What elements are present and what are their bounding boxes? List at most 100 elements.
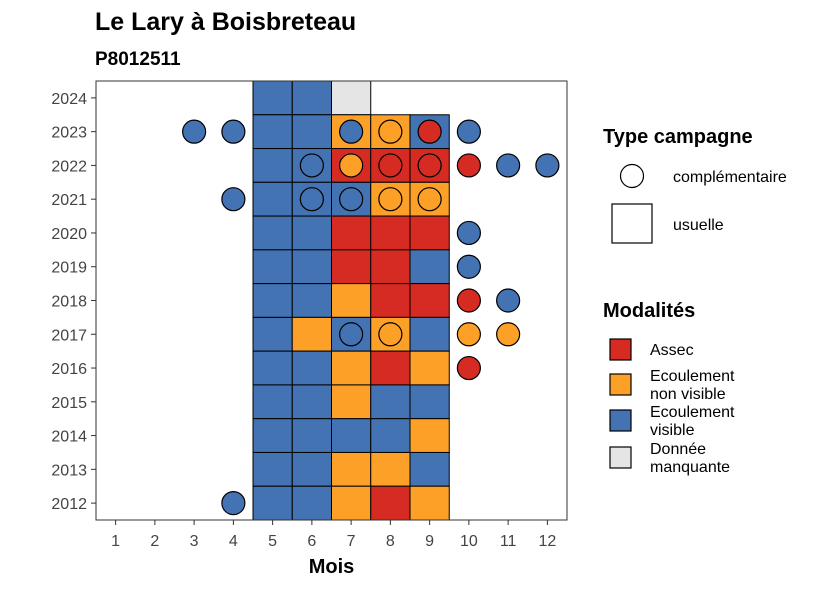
x-tick-label: 12	[538, 533, 556, 550]
tile-2015-5	[252, 384, 293, 420]
point-2022-9	[417, 153, 442, 178]
point-2022-8	[378, 153, 403, 178]
point-2021-9	[417, 187, 442, 212]
legend-label-3: Donnée manquante	[650, 441, 730, 476]
y-tick-label: 2012	[51, 496, 87, 513]
point-2021-8	[378, 187, 403, 212]
point-2023-9	[417, 119, 442, 144]
legend-key-3	[609, 446, 632, 469]
point-2023-10	[456, 119, 481, 144]
tile-2020-9	[409, 215, 450, 251]
x-tick-label: 3	[190, 533, 199, 550]
point-2023-8	[378, 119, 403, 144]
x-tick-label: 10	[460, 533, 478, 550]
legend-key-2	[609, 409, 632, 432]
point-2021-7	[339, 187, 364, 212]
y-tick-label: 2024	[51, 91, 87, 108]
tile-layer	[252, 80, 450, 521]
tile-2019-5	[252, 249, 293, 285]
point-2023-3	[182, 119, 207, 144]
tile-2018-5	[252, 283, 293, 318]
point-2023-7	[339, 119, 364, 144]
tile-2020-8	[370, 215, 411, 251]
point-2021-6	[299, 187, 324, 212]
y-tick-label: 2013	[51, 462, 87, 479]
tile-2016-8	[370, 350, 411, 386]
tile-2015-9	[409, 384, 450, 420]
x-tick-label: 2	[150, 533, 159, 550]
tile-2016-5	[252, 350, 293, 386]
tile-2022-5	[252, 148, 293, 183]
tile-2018-9	[409, 283, 450, 318]
tile-2019-6	[291, 249, 332, 285]
y-tick-label: 2015	[51, 395, 87, 412]
point-2022-11	[496, 153, 521, 178]
tile-2019-9	[409, 249, 450, 285]
x-tick-label: 7	[347, 533, 356, 550]
legend-label-2: Ecoulement visible	[650, 404, 735, 439]
x-tick-label: 6	[307, 533, 316, 550]
tile-2014-9	[409, 418, 450, 453]
tile-2012-8	[370, 485, 411, 521]
legend-label-usuelle: usuelle	[673, 217, 724, 234]
x-tick-label: 9	[425, 533, 434, 550]
point-2018-10	[456, 288, 481, 313]
legend-modalites-title: Modalités	[603, 300, 695, 322]
tile-2014-5	[252, 418, 293, 453]
tile-2015-6	[291, 384, 332, 420]
tile-2024-7	[331, 80, 372, 116]
tile-2014-8	[370, 418, 411, 453]
tile-2015-8	[370, 384, 411, 420]
tile-2016-7	[331, 350, 372, 386]
tile-2017-5	[252, 316, 293, 352]
point-2018-11	[496, 288, 521, 313]
tile-2023-6	[291, 114, 332, 150]
x-axis: 1 2 3 4 5 6 7 8 9 10 11 12	[111, 520, 556, 550]
y-tick-label: 2018	[51, 294, 87, 311]
legend-label-0: Assec	[650, 342, 694, 359]
legend-key-circle	[619, 163, 645, 189]
tile-2024-6	[291, 80, 332, 116]
tile-2017-9	[409, 316, 450, 352]
x-tick-label: 8	[386, 533, 395, 550]
tile-2014-6	[291, 418, 332, 453]
y-tick-label: 2022	[51, 158, 87, 175]
tile-2023-5	[252, 114, 293, 150]
tile-2020-5	[252, 215, 293, 251]
point-2017-11	[496, 322, 521, 347]
tile-2015-7	[331, 384, 372, 420]
legend-key-1	[609, 373, 632, 396]
x-tick-label: 1	[111, 533, 120, 550]
tile-2020-6	[291, 215, 332, 251]
y-tick-label: 2020	[51, 226, 87, 243]
legend-key-0	[609, 338, 632, 361]
x-axis-title: Mois	[309, 556, 355, 578]
chart-subtitle: P8012511	[95, 49, 181, 70]
tile-2019-7	[331, 249, 372, 285]
point-2023-4	[221, 119, 246, 144]
tile-2013-9	[409, 451, 450, 487]
tile-2018-8	[370, 283, 411, 318]
point-layer	[182, 119, 560, 516]
point-2022-10	[456, 153, 481, 178]
y-tick-label: 2023	[51, 125, 87, 142]
tile-2018-7	[331, 283, 372, 318]
tile-2012-7	[331, 485, 372, 521]
tile-2021-5	[252, 181, 293, 217]
tile-2018-6	[291, 283, 332, 318]
chart-title: Le Lary à Boisbreteau	[95, 8, 356, 36]
point-2017-7	[339, 322, 364, 347]
tile-2020-7	[331, 215, 372, 251]
legend-modalites: Modalités Assec Ecoulement non visibleEcoul…	[603, 300, 735, 476]
x-tick-label: 4	[229, 533, 238, 550]
point-2017-8	[378, 322, 403, 347]
point-2020-10	[456, 220, 481, 246]
tile-2013-6	[291, 451, 332, 487]
tile-2016-6	[291, 350, 332, 386]
tile-2014-7	[331, 418, 372, 453]
tile-2013-8	[370, 451, 411, 487]
tile-2017-6	[291, 316, 332, 352]
point-2012-4	[221, 491, 246, 516]
point-2022-12	[535, 153, 560, 178]
legend-label-1: Ecoulement non visible	[650, 368, 735, 403]
